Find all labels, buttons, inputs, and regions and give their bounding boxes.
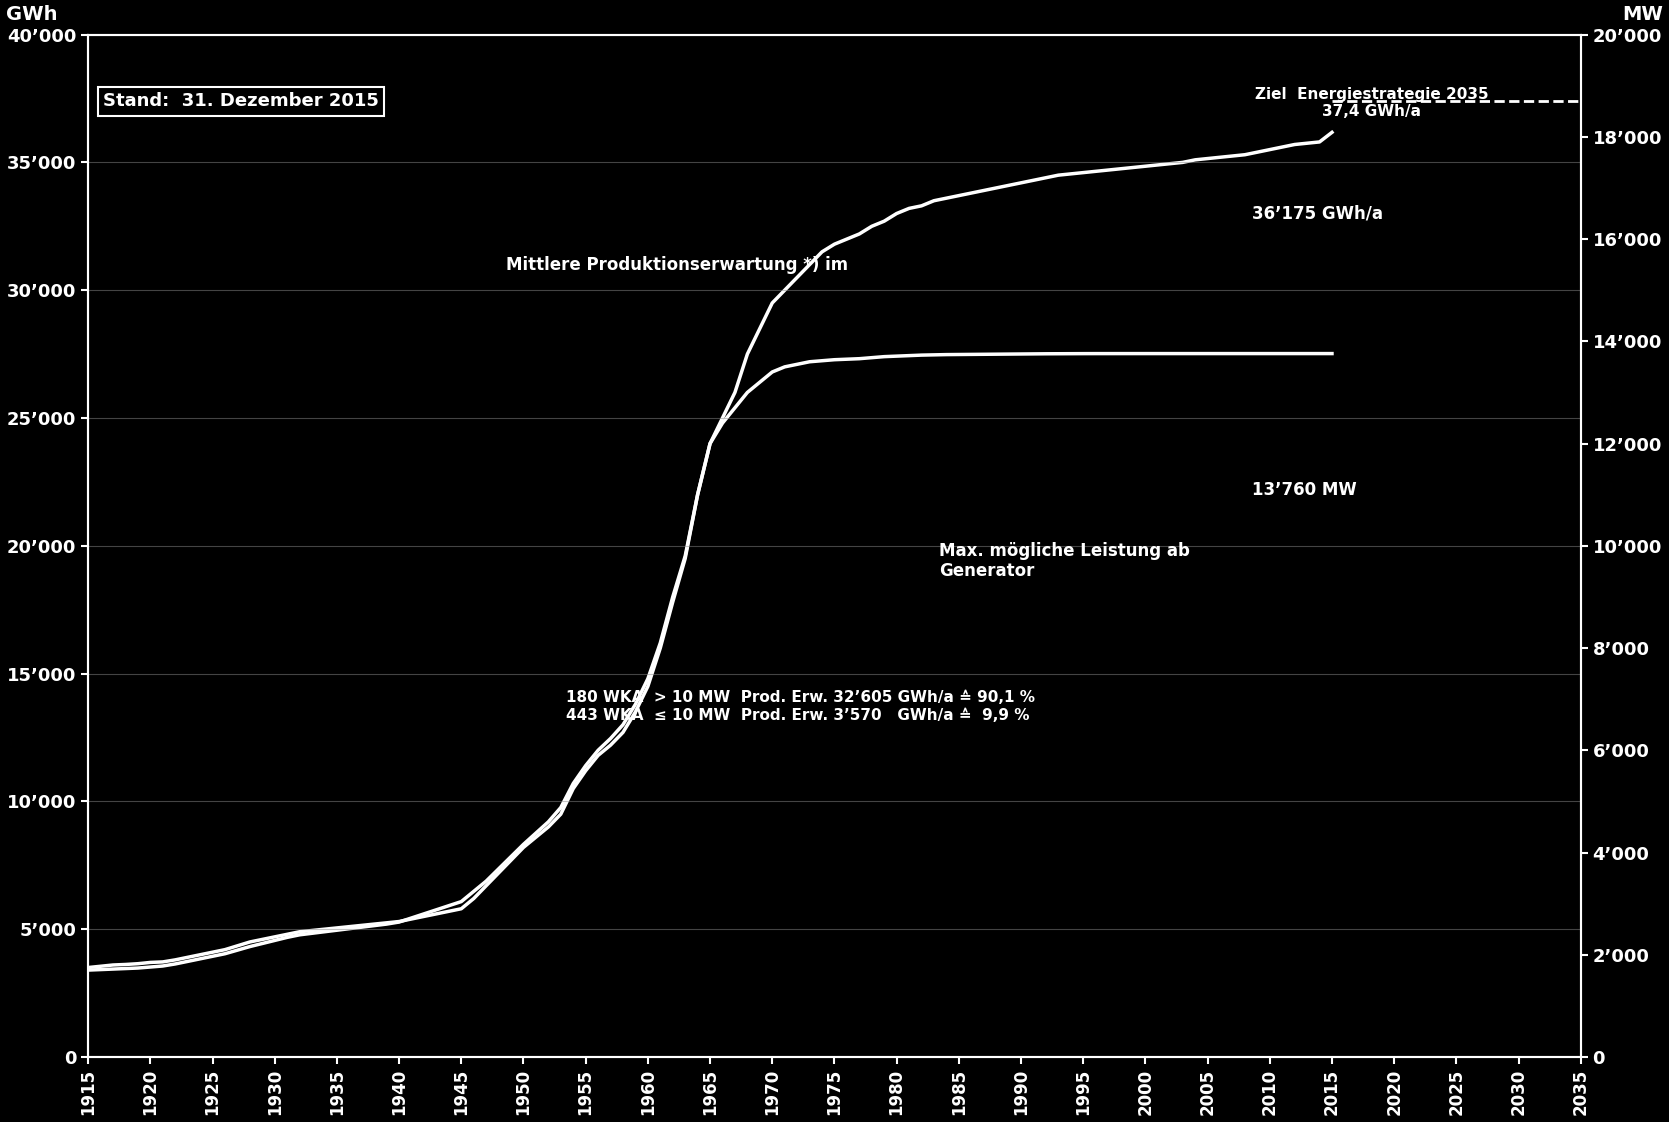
Text: GWh: GWh <box>7 6 57 25</box>
Text: Ziel  Energiestrategie 2035
37,4 GWh/a: Ziel Energiestrategie 2035 37,4 GWh/a <box>1255 88 1489 119</box>
Text: Stand:  31. Dezember 2015: Stand: 31. Dezember 2015 <box>103 92 379 110</box>
Text: MW: MW <box>1622 6 1662 25</box>
Text: Max. mögliche Leistung ab
Generator: Max. mögliche Leistung ab Generator <box>940 542 1190 580</box>
Text: 180 WKA  > 10 MW  Prod. Erw. 32’605 GWh/a ≙ 90,1 %
443 WKA  ≤ 10 MW  Prod. Erw. : 180 WKA > 10 MW Prod. Erw. 32’605 GWh/a … <box>566 690 1035 723</box>
Text: 13’760 MW: 13’760 MW <box>1252 480 1357 498</box>
Text: Mittlere Produktionserwartung *) im: Mittlere Produktionserwartung *) im <box>506 256 848 274</box>
Text: 36’175 GWh/a: 36’175 GWh/a <box>1252 204 1384 222</box>
